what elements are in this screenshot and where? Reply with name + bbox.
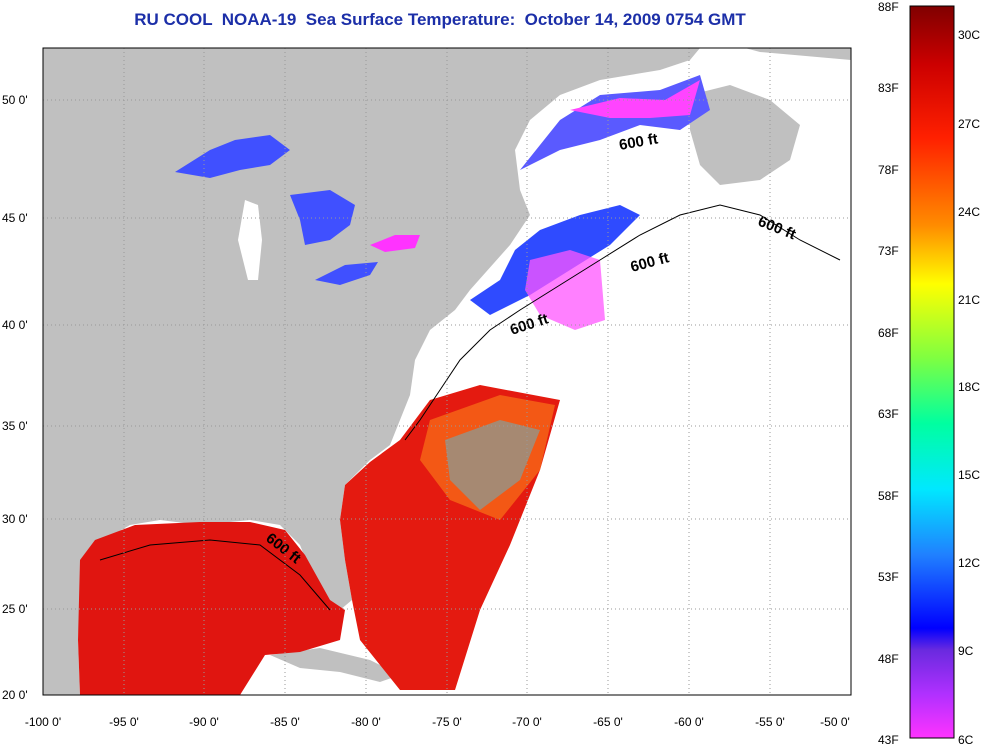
lat-label: 35 0': [2, 419, 28, 433]
colorbar-c-label: 18C: [958, 380, 980, 394]
lake-erie: [315, 262, 378, 285]
contour-label-newfoundland: 600 ft: [618, 130, 660, 154]
land-newfoundland: [690, 85, 800, 185]
map-frame: [42, 47, 852, 696]
lat-label: 45 0': [2, 211, 28, 225]
colorbar-c-label: 6C: [958, 733, 974, 747]
colorbar-c-label: 12C: [958, 556, 980, 570]
colorbar-c-label: 15C: [958, 468, 980, 482]
lake-michigan: [238, 200, 262, 280]
lon-label: -50 0': [820, 715, 850, 729]
colorbar-f-label: 63F: [878, 407, 899, 421]
lon-label: -70 0': [512, 715, 542, 729]
lon-label: -85 0': [270, 715, 300, 729]
lat-label: 50 0': [2, 93, 28, 107]
map-title: RU COOL NOAA-19 Sea Surface Temperature:…: [134, 10, 746, 29]
lon-label: -75 0': [432, 715, 462, 729]
colorbar-f-label: 88F: [878, 0, 899, 14]
lon-label: -100 0': [25, 715, 61, 729]
coldest-water-georges-bank: [525, 250, 605, 330]
colorbar-f-label: 68F: [878, 326, 899, 340]
lat-tick-labels: 50 0' 45 0' 40 0' 35 0' 30 0' 25 0' 20 0…: [2, 93, 28, 702]
lon-label: -55 0': [755, 715, 785, 729]
colorbar-c-label: 21C: [958, 293, 980, 307]
colorbar-f-label: 78F: [878, 163, 899, 177]
lat-label: 25 0': [2, 602, 28, 616]
colorbar-f-label: 48F: [878, 652, 899, 666]
lat-label: 20 0': [2, 688, 28, 702]
mixed-water-patch: [420, 395, 555, 520]
colorbar: 88F 83F 78F 73F 68F 63F 58F 53F 48F 43F …: [878, 0, 980, 747]
lake-ontario: [370, 235, 420, 252]
coldest-water-st-lawrence: [570, 80, 700, 118]
lake-superior: [175, 135, 290, 178]
lon-label: -60 0': [674, 715, 704, 729]
colorbar-celsius-labels: 30C 27C 24C 21C 18C 15C 12C 9C 6C: [958, 28, 980, 747]
isobath-600ft-contour: [404, 204, 841, 441]
colorbar-c-label: 30C: [958, 28, 980, 42]
lon-label: -80 0': [351, 715, 381, 729]
sst-map: 600 ft 600 ft 600 ft 600 ft 600 ft -100 …: [2, 47, 852, 729]
lon-label: -65 0': [593, 715, 623, 729]
lon-label: -95 0': [109, 715, 139, 729]
isobath-600ft-contour-gulf: [99, 539, 331, 611]
cool-water-patch: [445, 420, 540, 510]
lon-label: -90 0': [189, 715, 219, 729]
colorbar-fahrenheit-labels: 88F 83F 78F 73F 68F 63F 58F 53F 48F 43F: [878, 0, 899, 747]
lon-tick-labels: -100 0' -95 0' -90 0' -85 0' -80 0' -75 …: [25, 715, 850, 729]
colorbar-c-label: 9C: [958, 644, 974, 658]
lat-label: 30 0': [2, 512, 28, 526]
lake-huron: [290, 190, 355, 245]
colorbar-c-label: 24C: [958, 205, 980, 219]
colorbar-f-label: 73F: [878, 244, 899, 258]
colorbar-scale: [909, 5, 955, 739]
colorbar-f-label: 83F: [878, 81, 899, 95]
cold-water-st-lawrence: [520, 75, 710, 170]
colorbar-c-label: 27C: [958, 117, 980, 131]
lat-label: 40 0': [2, 318, 28, 332]
colorbar-f-label: 53F: [878, 570, 899, 584]
colorbar-f-label: 58F: [878, 489, 899, 503]
lat-gridlines: [43, 99, 851, 610]
colorbar-f-label: 43F: [878, 733, 899, 747]
land-cuba: [270, 648, 400, 682]
